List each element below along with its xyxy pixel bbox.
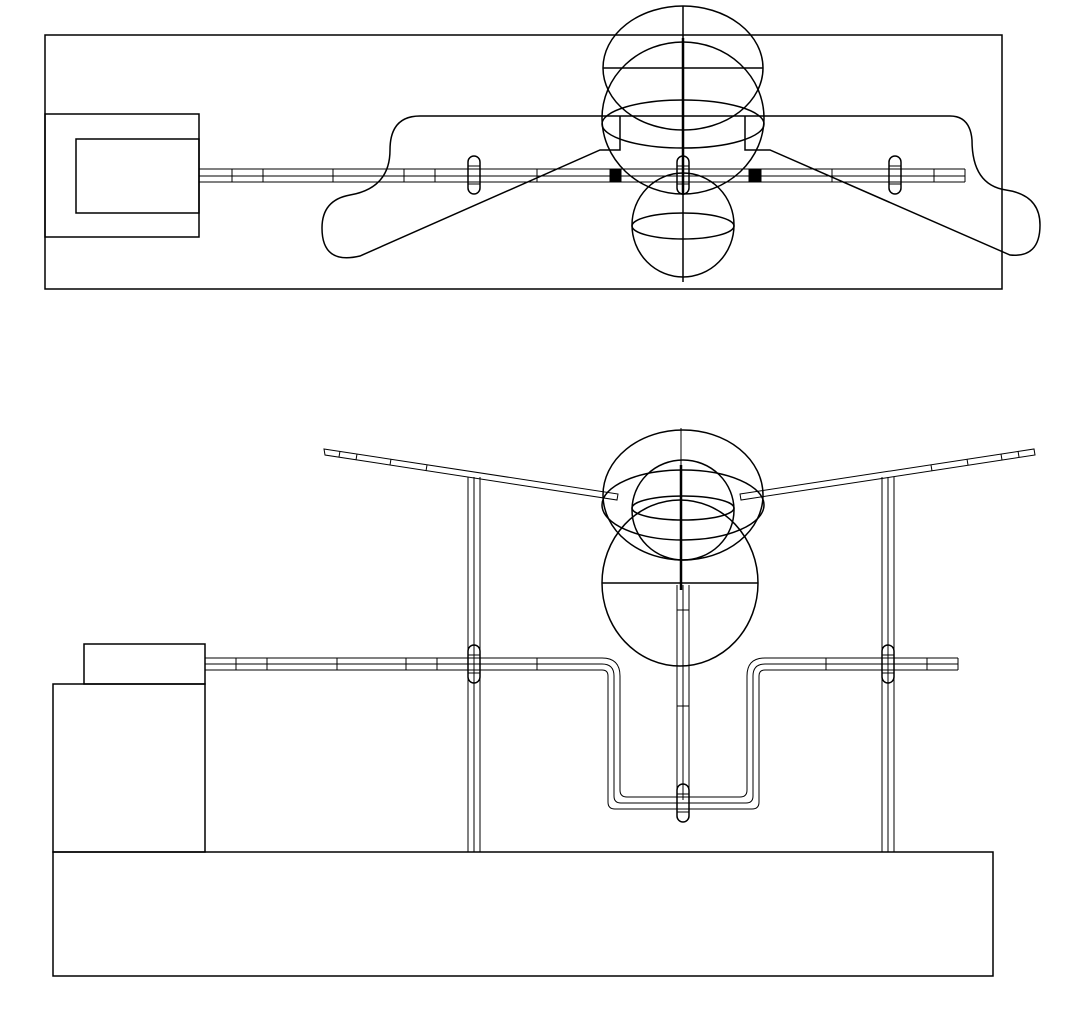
front-view-motor-cap [83, 643, 206, 685]
top-view-block-right [748, 168, 762, 183]
front-view-center-axle [676, 585, 690, 800]
front-view-base [52, 851, 994, 977]
front-view-slot-right [881, 644, 895, 684]
top-view-slot-left [467, 155, 481, 195]
top-view-base-plate [44, 34, 1003, 290]
top-view-block-left [609, 168, 622, 183]
top-view-cam-track [321, 115, 1041, 259]
top-view-slot-center [676, 155, 690, 195]
front-view-motor-housing [52, 683, 206, 853]
front-view-slot-left [467, 644, 481, 684]
top-view-slot-right [888, 155, 902, 195]
top-view-main-shaft [199, 168, 966, 183]
front-view-slot-bottom [676, 783, 690, 823]
front-view-drive-shaft [205, 657, 959, 810]
top-view-motor-box-inner [75, 138, 200, 214]
front-view-arm-right [739, 448, 1036, 501]
front-view-globe-small [631, 459, 735, 561]
front-view-arm-left [323, 448, 619, 501]
top-view-motor-box-outer [44, 113, 200, 238]
top-view [44, 5, 1041, 290]
front-view [52, 428, 1036, 977]
